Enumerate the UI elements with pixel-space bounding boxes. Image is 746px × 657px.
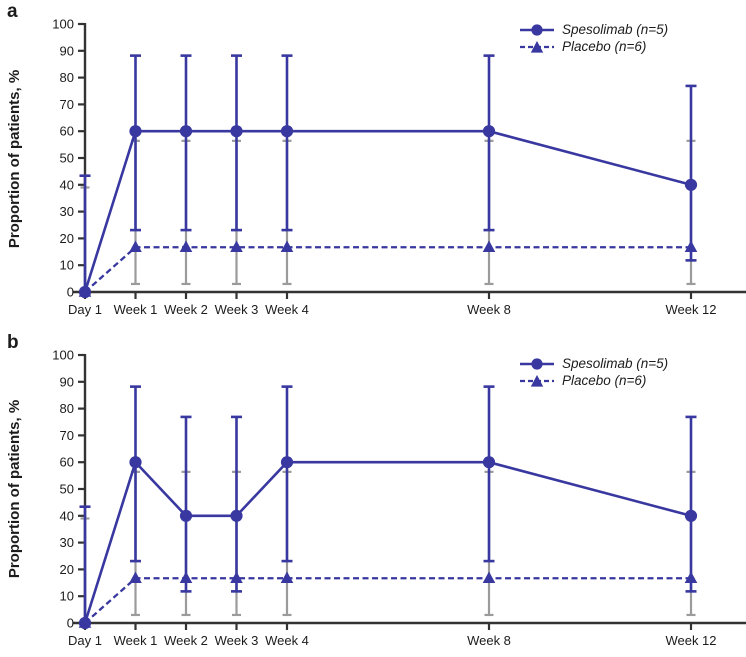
placebo-triangle-marker — [684, 240, 698, 253]
placebo-triangle-marker — [179, 571, 193, 584]
placebo-line — [84, 577, 691, 624]
y-tick-label: 50 — [60, 151, 74, 166]
y-tick-label: 30 — [60, 204, 74, 219]
legend-label-spesolimab: Spesolimab (n=5) — [562, 356, 669, 371]
spesolimab-circle-marker — [78, 285, 92, 299]
y-tick-label: 60 — [60, 124, 74, 139]
panel-b-label: b — [7, 332, 19, 353]
y-tick-label: 0 — [67, 616, 74, 631]
placebo-triangle-marker — [684, 571, 698, 584]
spesolimab-circle-marker — [684, 178, 698, 191]
panel-b-y-axis-title: Proportion of patients, % — [6, 399, 23, 579]
x-tick-label: Week 4 — [265, 633, 309, 648]
spesolimab-line — [83, 129, 692, 293]
placebo-triangle-marker — [280, 240, 294, 253]
placebo-triangle-marker — [179, 240, 193, 253]
spesolimab-circle-marker — [129, 125, 142, 138]
x-tick-label: Week 8 — [467, 302, 511, 317]
y-tick-label: 100 — [52, 17, 74, 32]
spesolimab-circle-marker — [280, 456, 294, 469]
y-tick-label: 50 — [60, 482, 74, 497]
placebo-line — [84, 246, 691, 293]
x-tick-label: Week 12 — [665, 302, 716, 317]
panel-b-legend: Spesolimab (n=5) Placebo (n=6) — [519, 355, 668, 389]
panel-a-y-axis-title: Proportion of patients, % — [6, 69, 23, 249]
spesolimab-line — [83, 459, 692, 624]
legend-item-placebo: Placebo (n=6) — [519, 38, 668, 55]
legend-item-placebo: Placebo (n=6) — [519, 372, 668, 389]
spesolimab-circle-marker — [482, 456, 496, 469]
spesolimab-circle-marker — [684, 509, 698, 522]
legend-item-spesolimab: Spesolimab (n=5) — [519, 21, 668, 38]
y-tick-label: 80 — [60, 70, 74, 85]
placebo-dashed-triangle-icon — [520, 40, 554, 53]
x-tick-label: Day 1 — [68, 302, 102, 317]
x-tick-label: Week 12 — [665, 633, 716, 648]
spesolimab-line-circle-icon — [520, 23, 554, 36]
y-tick-label: 0 — [67, 285, 74, 300]
y-tick-label: 70 — [60, 97, 74, 112]
legend-label-spesolimab: Spesolimab (n=5) — [562, 22, 669, 37]
x-tick-label: Week 1 — [114, 633, 158, 648]
y-tick-label: 20 — [60, 231, 74, 246]
spesolimab-circle-marker — [230, 125, 243, 138]
placebo-triangle-marker — [129, 571, 142, 584]
spesolimab-circle-marker — [482, 125, 496, 138]
spesolimab-circle-marker — [230, 509, 243, 522]
spesolimab-circle-marker — [179, 125, 193, 138]
spesolimab-circle-marker — [280, 125, 294, 138]
spesolimab-line-circle-icon — [520, 357, 554, 370]
x-tick-label: Week 3 — [215, 302, 259, 317]
legend-label-placebo: Placebo (n=6) — [562, 39, 647, 54]
y-tick-label: 10 — [60, 258, 74, 273]
panel-b-chart: 0 10 20 30 40 50 60 70 80 90 100 Day 1 Week 1 Week 2 W… — [52, 348, 746, 648]
placebo-dashed-triangle-icon — [520, 374, 554, 387]
spesolimab-circle-marker — [179, 509, 193, 522]
y-tick-label: 20 — [60, 562, 74, 577]
legend-label-placebo: Placebo (n=6) — [562, 373, 647, 388]
placebo-triangle-marker — [482, 240, 496, 253]
spesolimab-circle-marker — [78, 616, 92, 630]
x-tick-label: Week 8 — [467, 633, 511, 648]
x-tick-label: Week 2 — [164, 633, 208, 648]
legend-item-spesolimab: Spesolimab (n=5) — [519, 355, 668, 372]
x-tick-label: Week 4 — [265, 302, 309, 317]
placebo-triangle-marker — [482, 571, 496, 584]
panel-a-legend: Spesolimab (n=5) Placebo (n=6) — [519, 21, 668, 55]
placebo-triangle-marker — [280, 571, 294, 584]
x-tick-label: Day 1 — [68, 633, 102, 648]
y-tick-label: 30 — [60, 535, 74, 550]
y-tick-label: 40 — [60, 177, 74, 192]
y-tick-label: 100 — [52, 348, 74, 363]
y-tick-label: 80 — [60, 401, 74, 416]
x-tick-label: Week 1 — [114, 302, 158, 317]
x-tick-label: Week 3 — [215, 633, 259, 648]
y-tick-label: 70 — [60, 428, 74, 443]
y-tick-label: 60 — [60, 455, 74, 470]
y-tick-label: 40 — [60, 508, 74, 523]
x-tick-label: Week 2 — [164, 302, 208, 317]
placebo-triangle-marker — [230, 571, 243, 584]
y-tick-label: 90 — [60, 374, 74, 389]
placebo-triangle-marker — [129, 240, 142, 253]
y-tick-label: 10 — [60, 589, 74, 604]
panel-a-chart: 0 10 20 30 40 50 60 70 80 90 100 Day 1 Week 1 Week 2 W… — [52, 17, 746, 317]
panel-a-label: a — [7, 1, 18, 22]
placebo-triangle-marker — [230, 240, 243, 253]
y-tick-label: 90 — [60, 43, 74, 58]
spesolimab-circle-marker — [129, 456, 142, 469]
